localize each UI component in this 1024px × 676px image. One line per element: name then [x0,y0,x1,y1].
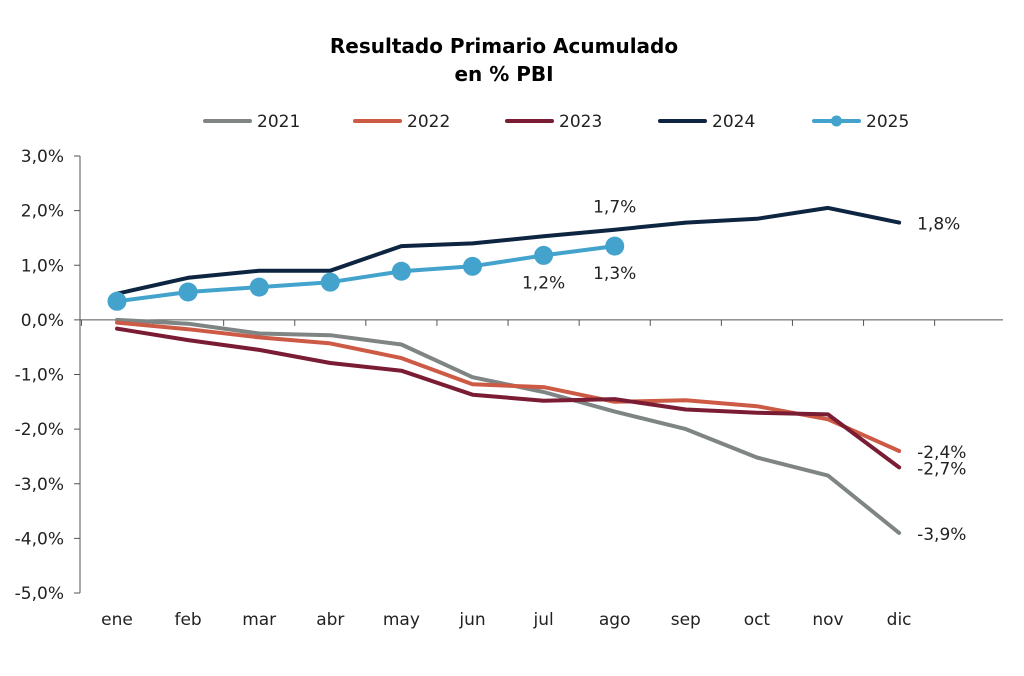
axes: 3,0% 2,0% 1,0% 0,0% -1,0% -2,0% -3,0% -4,0% -5,0… [15,147,1003,630]
legend-label-2023: 2023 [559,112,602,132]
y-tick-label: -1,0% [15,366,64,386]
y-tick-label: 3,0% [21,147,64,167]
y-tick-label: 1,0% [21,256,64,276]
y-tick-label: -3,0% [15,475,64,495]
data-label-2024-dic: 1,8% [917,215,960,235]
series-2025-point-ene [107,291,127,311]
x-tick-label-abr: abr [316,610,344,630]
data-label-2025-ago: 1,3% [593,264,636,284]
x-tick-label-nov: nov [812,610,843,630]
series-line-2024 [115,205,902,296]
data-labels: 1,8% 1,7% 1,2% 1,3% -2,4%-2,7% -3,9% [522,198,966,545]
series-line-2025 [115,244,617,304]
y-tick-label: 2,0% [21,202,64,222]
x-tick-label-sep: sep [671,610,701,630]
data-label-2023-dic: -2,7% [917,459,966,479]
data-label-2021-dic: -3,9% [917,525,966,545]
legend-label-2022: 2022 [407,112,450,132]
y-tick-label: -2,0% [15,420,64,440]
legend-label-2021: 2021 [257,112,300,132]
series-2025-point-jun [463,256,482,276]
legend-marker-2025 [831,115,842,127]
series-2025-point-mar [249,277,269,297]
legend: 2021 2022 2023 2024 2025 [203,112,909,132]
series-line-2021 [115,317,902,535]
x-tick-label-jul: jul [532,610,553,630]
x-tick-label-dic: dic [887,610,912,630]
x-tick-label-mar: mar [242,610,276,630]
legend-label-2025: 2025 [866,112,909,132]
series-2025-point-abr [320,272,340,292]
series-2025-point-feb [178,282,198,302]
legend-label-2024: 2024 [712,112,755,132]
x-tick-label-oct: oct [744,610,771,630]
x-tick-label-ene: ene [101,610,133,630]
series-2025-point-may [391,261,411,281]
series-group [107,205,902,535]
series-2025-point-jul [534,245,554,265]
series-line-2023 [115,326,902,470]
x-tick-label-may: may [383,610,420,630]
chart-subtitle: en % PBI [454,62,553,86]
x-tick-label-ago: ago [599,610,631,630]
series-2025-point-ago [605,236,625,256]
y-tick-label: 0,0% [21,311,64,331]
data-label-2024-ago: 1,7% [593,198,636,218]
chart-title: Resultado Primario Acumulado [330,34,678,58]
data-label-2022-dic: -2,4% [917,443,966,463]
x-tick-label-jun: jun [458,610,485,630]
x-tick-label-feb: feb [174,610,201,630]
series-line-2022 [115,320,902,453]
y-tick-label: -5,0% [15,584,64,604]
y-tick-label: -4,0% [15,529,64,549]
data-label-2025-jul: 1,2% [522,273,565,293]
